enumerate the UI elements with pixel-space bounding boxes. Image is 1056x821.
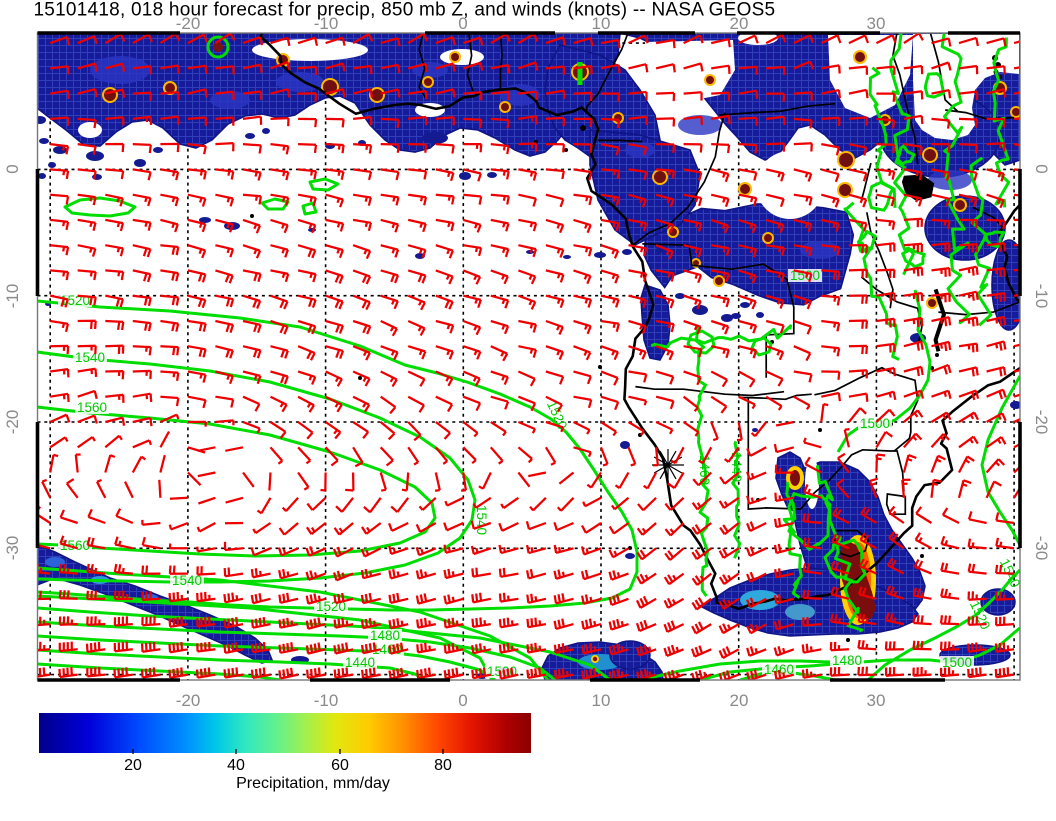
- svg-text:80: 80: [434, 757, 452, 774]
- svg-text:40: 40: [227, 757, 245, 774]
- svg-text:10: 10: [592, 14, 611, 33]
- svg-text:0: 0: [1032, 164, 1051, 173]
- svg-text:1440: 1440: [345, 655, 375, 670]
- svg-text:1480: 1480: [370, 628, 400, 643]
- svg-text:60: 60: [331, 757, 349, 774]
- svg-text:-10: -10: [1032, 284, 1051, 309]
- svg-text:30: 30: [867, 14, 886, 33]
- svg-text:20: 20: [730, 14, 749, 33]
- svg-text:30: 30: [867, 691, 886, 710]
- svg-text:15101418, 018 hour forecast fo: 15101418, 018 hour forecast for precip, …: [34, 0, 776, 21]
- svg-text:20: 20: [730, 691, 749, 710]
- svg-text:-20: -20: [3, 410, 22, 435]
- svg-text:Precipitation, mm/day: Precipitation, mm/day: [236, 775, 390, 792]
- svg-text:-30: -30: [3, 536, 22, 561]
- svg-text:1500: 1500: [942, 655, 972, 670]
- svg-text:0: 0: [458, 14, 467, 33]
- svg-text:-10: -10: [3, 284, 22, 309]
- svg-text:1540: 1540: [172, 573, 202, 588]
- svg-text:-30: -30: [1032, 536, 1051, 561]
- svg-text:-20: -20: [176, 14, 201, 33]
- svg-text:1440: 1440: [729, 452, 744, 482]
- svg-text:1480: 1480: [832, 653, 862, 668]
- svg-text:20: 20: [124, 757, 142, 774]
- svg-text:1500: 1500: [860, 416, 890, 431]
- svg-text:0: 0: [458, 691, 467, 710]
- svg-text:-20: -20: [176, 691, 201, 710]
- svg-text:1460: 1460: [764, 662, 794, 677]
- svg-text:1540: 1540: [474, 505, 489, 535]
- svg-text:10: 10: [592, 691, 611, 710]
- svg-text:-20: -20: [1032, 410, 1051, 435]
- svg-text:1500: 1500: [487, 664, 517, 679]
- svg-text:1560: 1560: [60, 538, 90, 553]
- svg-text:1540: 1540: [75, 350, 105, 365]
- svg-text:-10: -10: [314, 14, 339, 33]
- svg-text:1560: 1560: [77, 400, 107, 415]
- svg-text:0: 0: [3, 164, 22, 173]
- svg-text:-10: -10: [314, 691, 339, 710]
